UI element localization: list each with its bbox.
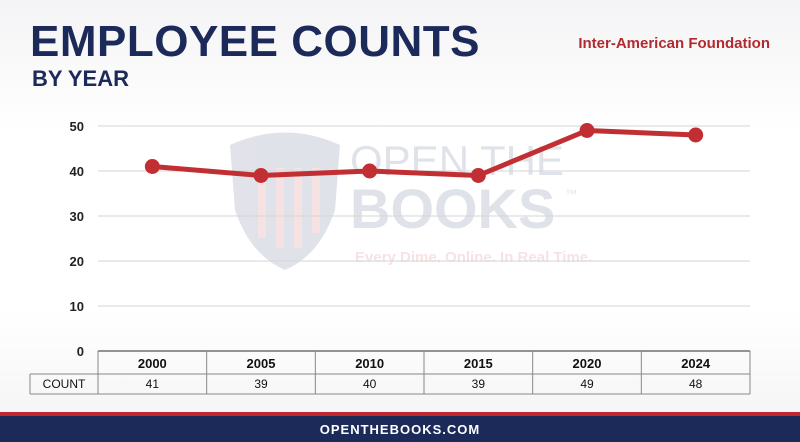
chart-subtitle: BY YEAR [32, 66, 130, 91]
x-tick-label: 2015 [464, 356, 493, 371]
chart-title: Employee Counts [30, 17, 480, 66]
series-line [144, 123, 704, 183]
data-point [579, 123, 595, 138]
data-point [688, 127, 704, 143]
table-value: 39 [254, 377, 268, 391]
series-line-path [149, 128, 699, 178]
footer-bar: OPENTHEBOOKS.COM [0, 412, 800, 442]
data-point [362, 163, 378, 179]
y-tick-label: 40 [70, 164, 84, 179]
table-value: 40 [363, 377, 377, 391]
watermark-tm: ™ [565, 187, 577, 201]
table-row-label: COUNT [43, 377, 86, 391]
footer-site-link[interactable]: OPENTHEBOOKS.COM [319, 421, 481, 437]
table-value: 49 [580, 377, 594, 391]
data-point [144, 159, 160, 174]
table-value: 41 [146, 377, 160, 391]
shield-logo-icon [230, 132, 340, 270]
y-axis-ticks: 0 10 20 30 40 50 [70, 119, 84, 359]
x-tick-label: 2000 [138, 356, 167, 371]
data-point [253, 168, 269, 183]
y-tick-label: 30 [70, 209, 84, 224]
table-value: 39 [472, 377, 486, 391]
y-tick-label: 0 [77, 344, 84, 359]
table-value: 48 [689, 377, 703, 391]
x-tick-label: 2024 [681, 356, 711, 371]
data-point [470, 168, 486, 183]
watermark-tagline: Every Dime. Online. In Real Time. [355, 249, 592, 266]
y-tick-label: 50 [70, 119, 84, 134]
y-tick-label: 20 [70, 254, 84, 269]
x-tick-label: 2005 [247, 356, 276, 371]
watermark-line2: BOOKS [350, 177, 555, 240]
y-tick-label: 10 [70, 299, 84, 314]
agency-name: Inter-American Foundation [578, 35, 770, 52]
x-tick-label: 2020 [573, 356, 602, 371]
x-tick-label: 2010 [355, 356, 384, 371]
data-table: COUNT 2000 41 2005 39 2010 40 2015 39 2020 49 2024 4… [29, 351, 751, 395]
